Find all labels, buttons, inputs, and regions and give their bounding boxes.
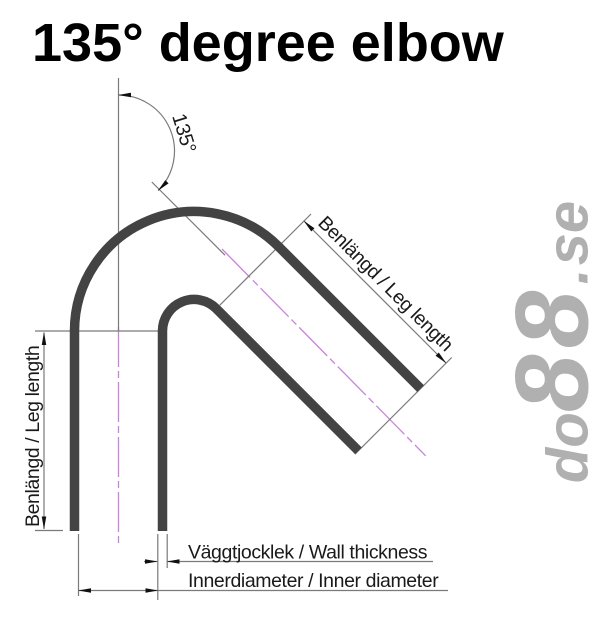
watermark-se: se [535,200,600,266]
angle-label: 135° [167,111,200,155]
diagonal-extension-line-near [219,213,312,306]
tube-inner-wall [157,294,362,531]
diagonal-leg-dimension-line [303,220,447,364]
watermark-logo: do 88 . se [495,194,600,491]
page-title: 135° degree elbow [32,13,504,73]
angle-reference-diagonal-line [151,181,226,256]
diagonal-extension-line-far [354,357,453,455]
inner-diameter-label: Innerdiameter / Inner diameter [188,570,439,592]
watermark-do: do [535,412,600,484]
watermark-underlined-part: do 88 . [494,265,600,484]
dimension-labels: 135° Benlängd / Leg length Benlängd / Le… [22,111,457,592]
watermark-88: 88 [494,284,600,413]
dimension-lines [41,92,448,593]
wall-thickness-label: Väggtjocklek / Wall thickness [188,542,428,564]
angle-dimension-arc [118,92,176,192]
elbow-tube [69,206,424,531]
watermark-dot: . [535,268,600,285]
tube-outer-wall [69,206,424,531]
vertical-leg-label: Benlängd / Leg length [22,346,44,527]
diagonal-leg-label: Benlängd / Leg length [313,212,457,356]
